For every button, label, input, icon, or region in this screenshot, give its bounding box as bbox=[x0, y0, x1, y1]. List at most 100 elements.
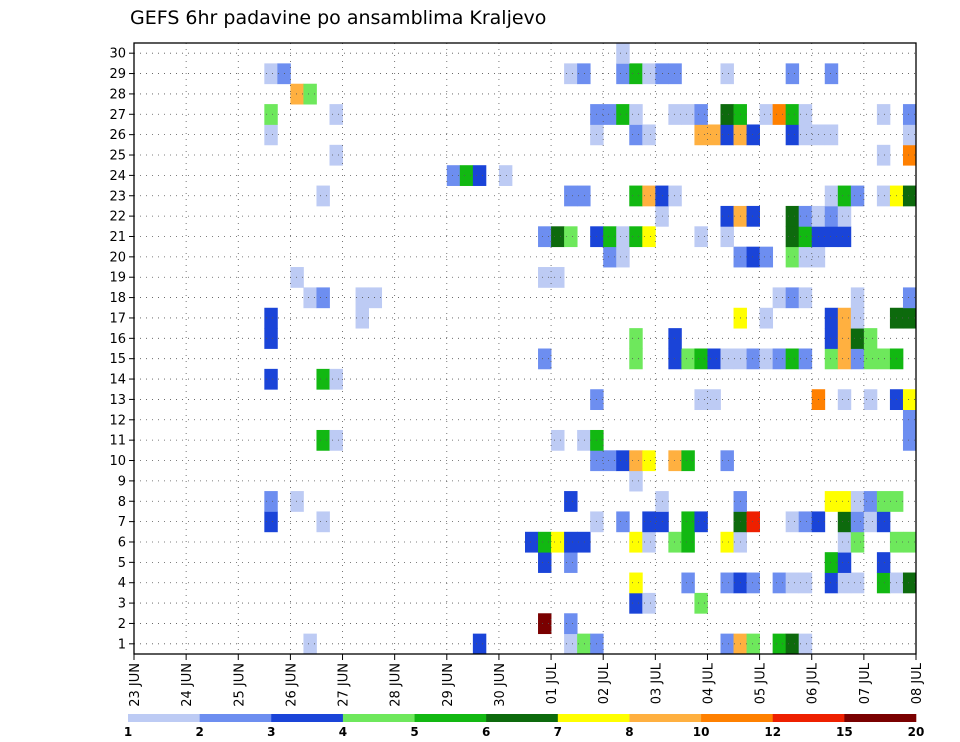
precip-cell bbox=[785, 226, 800, 248]
precip-cell bbox=[902, 185, 917, 207]
precip-cell bbox=[538, 348, 552, 370]
precip-cell bbox=[876, 552, 891, 573]
y-tick-label: 15 bbox=[109, 352, 126, 367]
colorbar-label: 15 bbox=[836, 725, 853, 739]
precip-cell bbox=[772, 287, 787, 309]
precip-cell bbox=[303, 633, 317, 655]
y-tick-label: 22 bbox=[109, 210, 126, 225]
precip-cell bbox=[850, 307, 865, 329]
precip-cell bbox=[850, 185, 865, 207]
precip-cell bbox=[798, 511, 813, 533]
precip-cell bbox=[668, 328, 682, 349]
precip-cell bbox=[850, 511, 865, 533]
precip-cell bbox=[642, 531, 656, 553]
precip-cell bbox=[368, 287, 383, 309]
precip-cell bbox=[850, 491, 865, 512]
precip-cell bbox=[538, 531, 552, 553]
precip-cell bbox=[746, 124, 760, 146]
precip-cell bbox=[629, 348, 643, 370]
precip-cell bbox=[720, 450, 734, 472]
y-tick-label: 24 bbox=[109, 169, 126, 184]
precip-cell bbox=[498, 165, 513, 186]
colorbar-label: 5 bbox=[410, 725, 418, 739]
precip-cell bbox=[668, 531, 682, 553]
precip-cell bbox=[720, 104, 734, 125]
precip-cell bbox=[850, 572, 865, 594]
precip-cell bbox=[798, 348, 813, 370]
precip-cell bbox=[694, 592, 708, 614]
precip-cell bbox=[759, 246, 774, 268]
precip-cell bbox=[551, 429, 565, 451]
precip-cell bbox=[629, 104, 643, 125]
precip-cell bbox=[876, 572, 891, 594]
precip-cell bbox=[824, 307, 839, 329]
y-tick-label: 18 bbox=[109, 291, 126, 306]
precip-cell bbox=[798, 633, 813, 655]
precip-cell bbox=[538, 613, 552, 635]
y-tick-label: 5 bbox=[118, 556, 126, 571]
precip-cell bbox=[564, 552, 578, 573]
y-tick-label: 28 bbox=[109, 87, 126, 102]
y-tick-label: 10 bbox=[109, 454, 126, 469]
precip-cell bbox=[616, 226, 630, 248]
precip-cell bbox=[759, 104, 774, 125]
precip-cell bbox=[446, 165, 461, 186]
y-tick-label: 12 bbox=[109, 413, 126, 428]
precip-cell bbox=[824, 185, 839, 207]
precip-cell bbox=[681, 348, 695, 370]
precip-cell bbox=[798, 572, 813, 594]
precip-cell bbox=[616, 450, 630, 472]
y-tick-label: 29 bbox=[109, 67, 126, 82]
y-tick-label: 20 bbox=[109, 250, 126, 265]
precip-cell bbox=[798, 287, 813, 309]
y-tick-label: 25 bbox=[109, 149, 126, 164]
precip-cell bbox=[681, 104, 695, 125]
precip-cell bbox=[798, 124, 813, 146]
precip-cell bbox=[694, 348, 708, 370]
precip-cell bbox=[616, 63, 630, 85]
precip-cell bbox=[538, 226, 552, 248]
x-tick-label: 24 JUN bbox=[180, 663, 195, 707]
precip-cell bbox=[603, 246, 617, 268]
precip-cell bbox=[642, 226, 656, 248]
colorbar: 1 2 3 4 5 6 7 8 10 12 15 20 bbox=[124, 714, 924, 739]
precip-cell bbox=[629, 226, 643, 248]
precip-cell bbox=[824, 491, 839, 512]
precip-cell bbox=[264, 368, 278, 390]
precip-cell bbox=[824, 205, 839, 227]
precip-cell bbox=[837, 226, 852, 248]
precip-cell bbox=[577, 429, 591, 451]
precip-cell bbox=[785, 124, 800, 146]
precip-cell bbox=[694, 511, 708, 533]
precip-cell bbox=[759, 307, 774, 329]
colorbar-swatch bbox=[271, 714, 344, 722]
precip-cell bbox=[316, 511, 330, 533]
precip-cell bbox=[329, 429, 343, 451]
x-tick-label: 01 JUL bbox=[545, 662, 560, 704]
precip-cell bbox=[564, 491, 578, 512]
precip-cell bbox=[772, 348, 787, 370]
x-tick-label: 07 JUL bbox=[858, 662, 873, 704]
x-tick-label: 02 JUL bbox=[597, 662, 612, 704]
precip-cell bbox=[629, 450, 643, 472]
y-tick-label: 23 bbox=[109, 189, 126, 204]
precip-cell bbox=[785, 246, 800, 268]
precip-cell bbox=[290, 83, 304, 105]
cells-layer bbox=[264, 43, 917, 655]
precip-cell bbox=[538, 267, 552, 288]
precip-cell bbox=[798, 226, 813, 248]
y-tick-label: 6 bbox=[118, 535, 126, 550]
precip-cell bbox=[837, 531, 852, 553]
precip-cell bbox=[720, 572, 734, 594]
precip-cell bbox=[681, 511, 695, 533]
precip-cell bbox=[785, 348, 800, 370]
precip-cell bbox=[824, 226, 839, 248]
precip-cell bbox=[772, 572, 787, 594]
precip-cell bbox=[564, 185, 578, 207]
precip-cell bbox=[720, 531, 734, 553]
precip-cell bbox=[746, 246, 760, 268]
precip-cell bbox=[577, 63, 591, 85]
precip-cell bbox=[746, 633, 760, 655]
precip-cell bbox=[876, 104, 891, 125]
y-tick-label: 13 bbox=[109, 393, 126, 408]
